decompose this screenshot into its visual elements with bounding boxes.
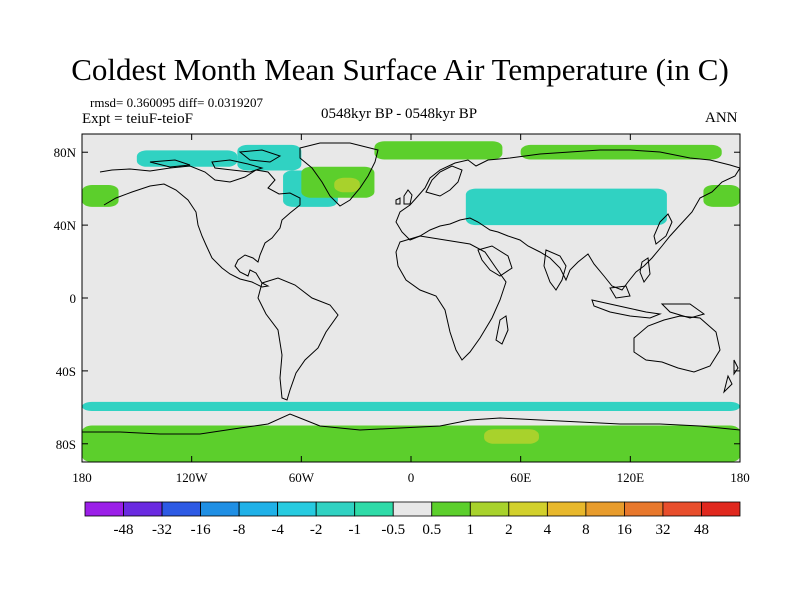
colorbar-label-6: -1 [348,522,361,538]
colorbar-label-9: 1 [467,522,475,538]
anomaly-region-6 [703,185,740,207]
coastline-arabia [477,245,513,277]
colorbar-label-12: 8 [582,522,590,538]
x-tick-label-4: 60E [510,470,531,485]
colorbar-swatch-11 [508,501,548,517]
colorbar-swatch-3 [200,501,240,517]
colorbar-label-5: -2 [310,522,323,538]
colorbar-label-1: -32 [152,522,172,538]
coastline-japan [653,213,673,245]
colorbar-swatch-6 [315,501,356,517]
coastlines [82,142,740,435]
season-label: ANN [705,110,738,126]
period-label: 0548kyr BP - 0548kyr BP [321,106,478,122]
coastline-south-america [257,277,339,401]
colorbar-label-8: 0.5 [422,522,441,538]
x-tick-label-5: 120E [617,470,645,485]
coastline-africa [395,235,507,361]
colorbar-label-13: 16 [617,522,633,538]
x-tick-label-3: 0 [408,470,415,485]
map-axes: 180 120W 60W 0 60E 120E 180 80N 40N 0 40S 80S [54,134,750,485]
colorbar-label-7: -0.5 [381,522,405,538]
y-tick-label-2: 0 [70,291,77,306]
colorbar-label-10: 2 [505,522,513,538]
chart-title: Coldest Month Mean Surface Air Temperatu… [71,52,729,87]
colorbar-swatch-12 [546,501,587,517]
colorbar-label-2: -16 [191,522,211,538]
x-tick-label-0: 180 [72,470,92,485]
colorbar: -48 -32 -16 -8 -4 -2 -1 -0.5 0.5 1 2 4 8 16 32 48 [84,501,741,538]
map-background [82,134,740,462]
coastline-british-isles [395,189,413,205]
colorbar-swatch-0 [84,501,124,517]
colorbar-label-0: -48 [114,522,134,538]
x-tick-label-2: 60W [289,470,315,485]
colorbar-swatch-5 [277,501,317,517]
anomaly-region-8 [374,141,503,160]
colorbar-swatch-7 [354,501,394,517]
stats-label: rmsd= 0.360095 diff= 0.0319207 [90,95,263,110]
y-tick-label-1: 40N [54,218,77,233]
colorbar-swatch-14 [624,501,664,517]
colorbar-swatch-4 [238,501,279,517]
coastline-indonesia [591,285,706,319]
coastline-madagascar [495,315,509,345]
anomaly-region-11 [82,425,740,462]
colorbar-swatch-10 [469,501,510,517]
colorbar-swatch-2 [161,501,201,517]
coastline-arctic-islands [149,149,282,173]
colorbar-label-11: 4 [544,522,552,538]
anomaly-region-9 [520,144,722,160]
coastline-greenland [299,142,379,207]
y-tick-label-3: 40S [56,364,76,379]
anomaly-region-7 [465,188,667,226]
colorbar-swatch-15 [662,501,702,517]
colorbar-swatch-13 [585,501,625,517]
colorbar-swatch-1 [123,501,163,517]
coastline-australia [633,315,721,373]
colorbar-swatch-9 [431,501,471,517]
experiment-label: Expt = teiuF-teioF [82,111,193,127]
coastline-india [543,249,567,291]
x-tick-label-1: 120W [176,470,209,485]
anomaly-region-4 [334,177,360,193]
x-tick-label-6: 180 [730,470,750,485]
coastline-philippines [639,257,651,284]
coastline-scandinavia [425,165,463,197]
y-tick-label-4: 80S [56,437,76,452]
colorbar-label-3: -8 [233,522,246,538]
colorbar-swatch-16 [701,501,741,517]
y-tick-label-0: 80N [54,145,77,160]
colorbar-label-14: 32 [655,522,670,538]
coastline-antarctica [82,413,740,435]
anomaly-region-5 [82,185,119,207]
colorbar-label-15: 48 [694,522,709,538]
colorbar-label-4: -4 [271,522,284,538]
coastline-eurasia [395,149,740,291]
colorbar-swatch-8 [392,501,433,517]
anomaly-region-12 [484,429,539,444]
anomaly-region-10 [82,401,740,411]
coastline-north-america [99,165,301,288]
anomaly-region-1 [237,144,302,171]
